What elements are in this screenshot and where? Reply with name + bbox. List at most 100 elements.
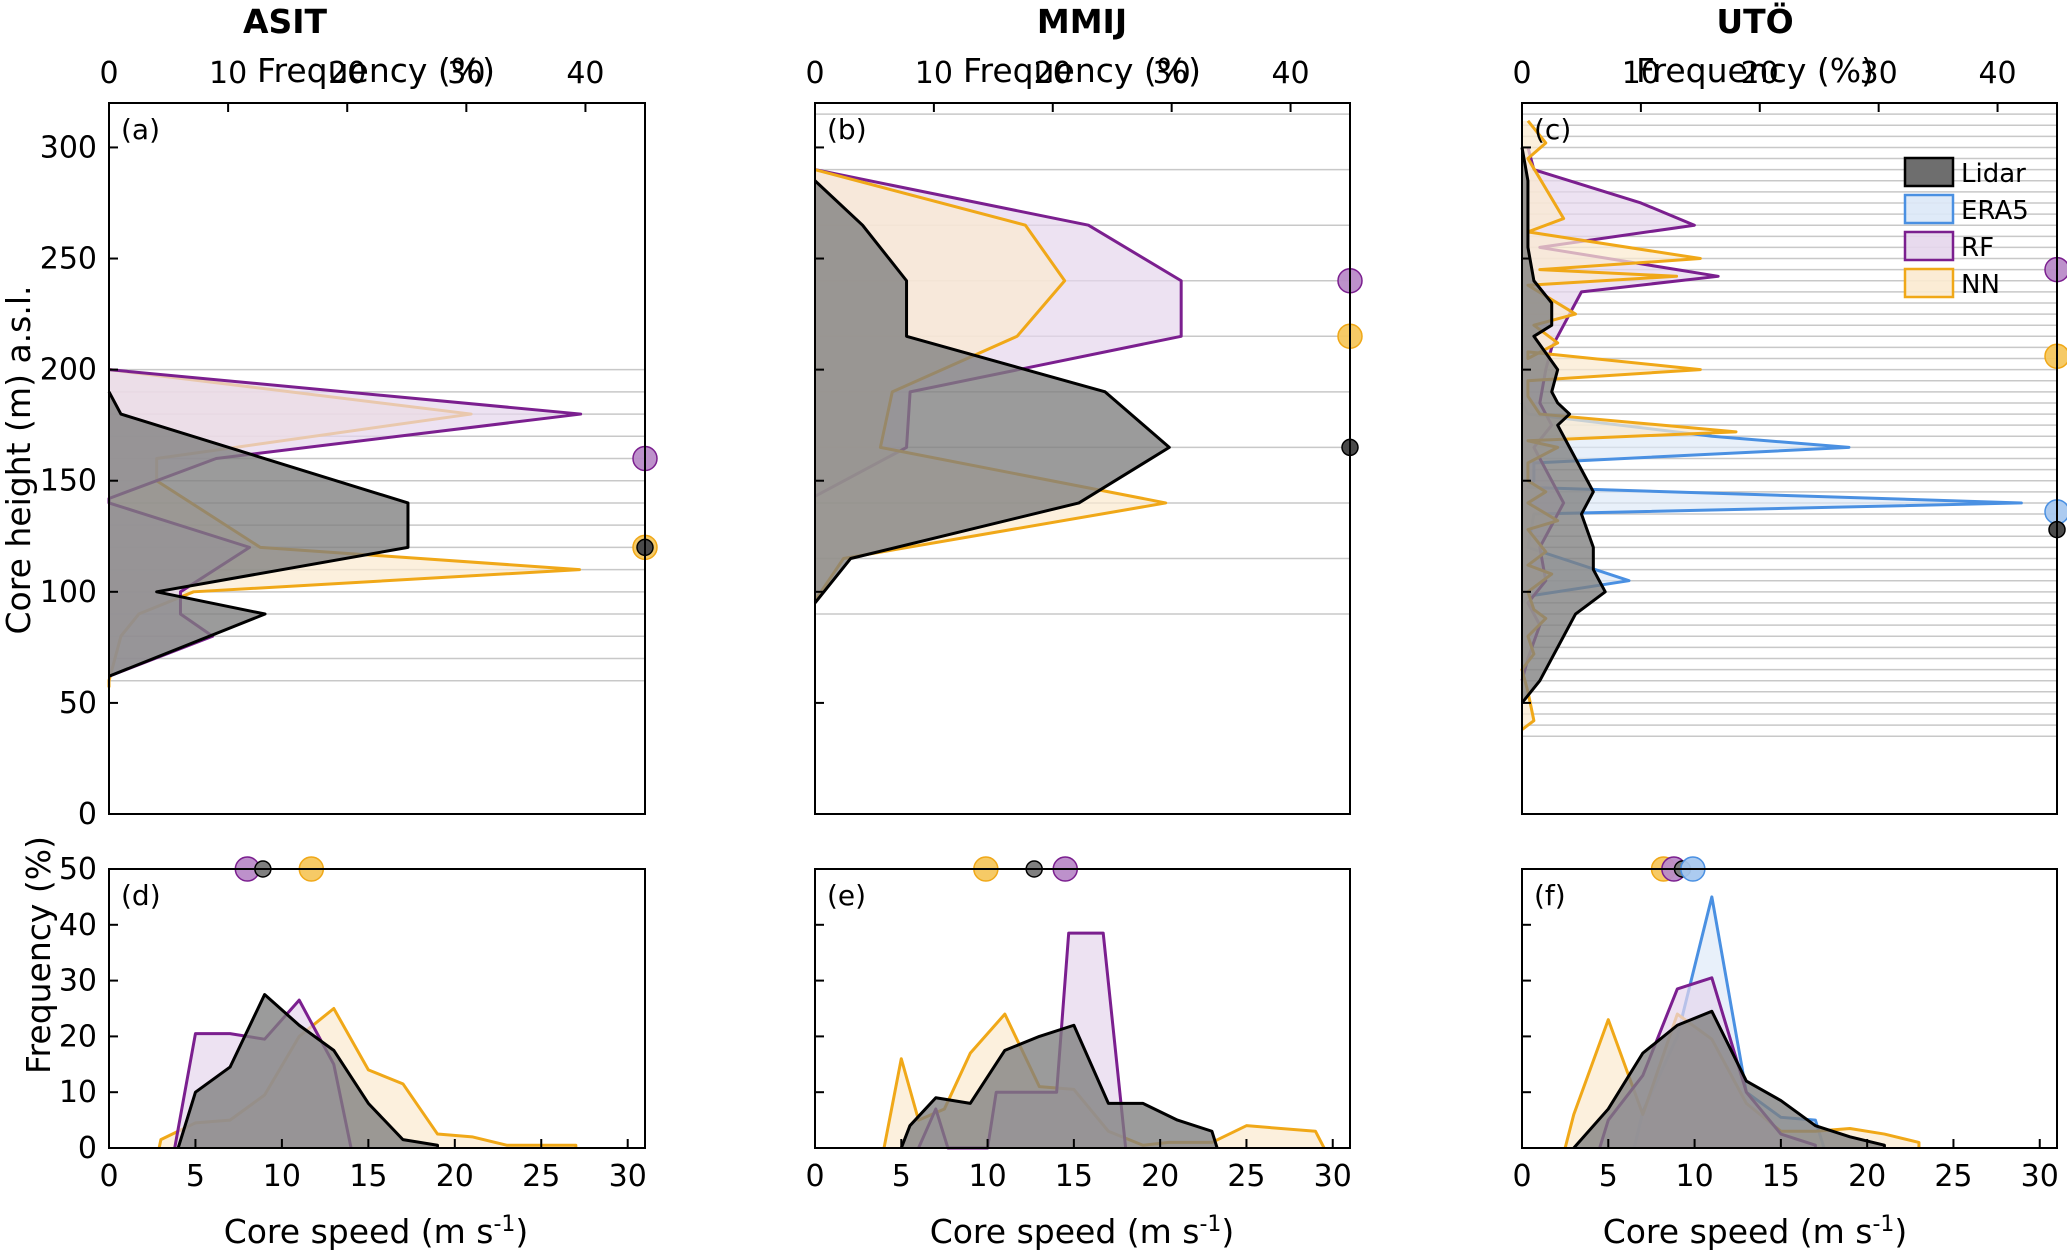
x-tick-label: 20 — [1141, 1159, 1179, 1194]
speed-xlabel-d: Core speed (m s-1) — [224, 1212, 529, 1251]
panel-f: 0 5 10 15 20 25 30 (f) — [1512, 856, 2059, 1194]
y-tick-label: 300 — [40, 130, 97, 165]
x-tick-label: 30 — [609, 1159, 647, 1194]
panel-label: (f) — [1534, 879, 1566, 912]
panel-a: 0 10 20 30 40 0 50 100 150 200 250 300 (a) — [40, 56, 658, 832]
x-tick-label: 15 — [1055, 1159, 1093, 1194]
line-lidar — [107, 391, 410, 678]
x-tick-label: 40 — [1271, 56, 1309, 91]
line-lidar — [1572, 1009, 1886, 1149]
x-tick-label: 25 — [1227, 1159, 1265, 1194]
x-tick-label: 20 — [1848, 1159, 1886, 1194]
panel-label: (d) — [121, 879, 161, 912]
site-title-uto: UTÖ — [1716, 1, 1793, 41]
legend-swatch-era5 — [1903, 193, 1955, 225]
line-lidar — [176, 993, 440, 1149]
top-xlabel-a: Frequency (%) — [257, 51, 495, 90]
x-tick-label: 15 — [349, 1159, 387, 1194]
line-lidar — [813, 179, 1171, 604]
freq-ylabel: Frequency (%) — [19, 836, 58, 1074]
x-tick-label: 10 — [1675, 1159, 1713, 1194]
area-lidar — [901, 1025, 1218, 1148]
panel-label: (e) — [827, 879, 866, 912]
y-tick-label: 100 — [40, 575, 97, 610]
x-tick-label: 5 — [892, 1159, 911, 1194]
x-tick-label: 0 — [99, 1159, 118, 1194]
x-tick-label: 30 — [2021, 1159, 2059, 1194]
area-lidar — [1522, 147, 1606, 703]
axes-frame — [814, 102, 1351, 815]
x-tick-label: 30 — [447, 56, 485, 91]
y-tick-label: 10 — [59, 1075, 97, 1110]
legend-label-nn: NN — [1961, 270, 2000, 300]
y-tick-label: 0 — [78, 797, 97, 832]
x-tick-label: 10 — [968, 1159, 1006, 1194]
speed-xlabel-f: Core speed (m s-1) — [1603, 1212, 1908, 1251]
x-tick-label: 0 — [99, 56, 118, 91]
y-tick-label: 250 — [40, 242, 97, 277]
panel-d: 0 5 10 15 20 25 30 0 10 20 30 40 50 (d) — [59, 852, 647, 1194]
y-tick-label: 50 — [59, 852, 97, 887]
legend: Lidar ERA5 RF NN — [1903, 156, 2029, 300]
panel-e: 0 5 10 15 20 25 30 (e) — [805, 856, 1352, 1194]
x-tick-label: 20 — [436, 1159, 474, 1194]
x-tick-label: 20 — [1741, 56, 1779, 91]
x-tick-label: 5 — [186, 1159, 205, 1194]
legend-swatch-rf — [1903, 230, 1955, 262]
y-tick-label: 40 — [59, 908, 97, 943]
top-xlabel-c: Frequency (%) — [1636, 51, 1874, 90]
legend-swatch-lidar — [1903, 156, 1955, 188]
x-tick-label: 25 — [1934, 1159, 1972, 1194]
x-tick-label: 0 — [1512, 1159, 1531, 1194]
legend-label-rf: RF — [1961, 233, 1994, 263]
axes-frame — [1521, 868, 2058, 1149]
x-tick-label: 5 — [1599, 1159, 1618, 1194]
panel-c: 0 10 20 30 40 (c) — [1512, 56, 2067, 815]
axes-frame — [108, 868, 646, 1149]
area-nn — [1522, 120, 1736, 730]
legend-label-lidar: Lidar — [1961, 159, 2026, 189]
panel-b: 0 10 20 30 40 (b) — [805, 56, 1363, 815]
y-tick-label: 0 — [78, 1131, 97, 1166]
panel-label: (b) — [827, 113, 867, 146]
height-ylabel: Core height (m) a.s.l. — [0, 286, 38, 635]
speed-xlabel-e: Core speed (m s-1) — [930, 1212, 1235, 1251]
axes-frame — [1521, 102, 2058, 815]
legend-label-era5: ERA5 — [1961, 196, 2029, 226]
area-era5 — [1522, 402, 2022, 603]
x-tick-label: 10 — [209, 56, 247, 91]
area-lidar — [815, 180, 1170, 603]
x-tick-label: 20 — [1034, 56, 1072, 91]
x-tick-label: 10 — [915, 56, 953, 91]
legend-swatch-nn — [1903, 267, 1955, 299]
x-tick-label: 20 — [328, 56, 366, 91]
x-tick-label: 15 — [1762, 1159, 1800, 1194]
axes-frame — [814, 868, 1351, 1149]
x-tick-label: 0 — [805, 56, 824, 91]
area-lidar — [109, 391, 408, 677]
site-title-mmij: MMIJ — [1037, 2, 1127, 41]
y-tick-label: 50 — [59, 686, 97, 721]
x-tick-label: 40 — [1978, 56, 2016, 91]
y-tick-label: 200 — [40, 353, 97, 388]
x-tick-label: 0 — [805, 1159, 824, 1194]
area-lidar — [1573, 1011, 1885, 1148]
y-tick-label: 30 — [59, 964, 97, 999]
x-tick-label: 40 — [566, 56, 604, 91]
panel-label: (a) — [121, 113, 160, 146]
y-tick-label: 20 — [59, 1019, 97, 1054]
line-lidar — [1520, 147, 1607, 704]
x-tick-label: 30 — [1860, 56, 1898, 91]
site-title-asit: ASIT — [243, 2, 328, 41]
line-lidar — [899, 1023, 1219, 1149]
x-tick-label: 30 — [1314, 1159, 1352, 1194]
panel-label: (c) — [1534, 113, 1571, 146]
top-xlabel-b: Frequency (%) — [963, 51, 1201, 90]
x-tick-label: 10 — [1622, 56, 1660, 91]
y-tick-label: 150 — [40, 464, 97, 499]
x-tick-label: 25 — [522, 1159, 560, 1194]
x-tick-label: 10 — [263, 1159, 301, 1194]
axes-frame — [108, 102, 646, 815]
